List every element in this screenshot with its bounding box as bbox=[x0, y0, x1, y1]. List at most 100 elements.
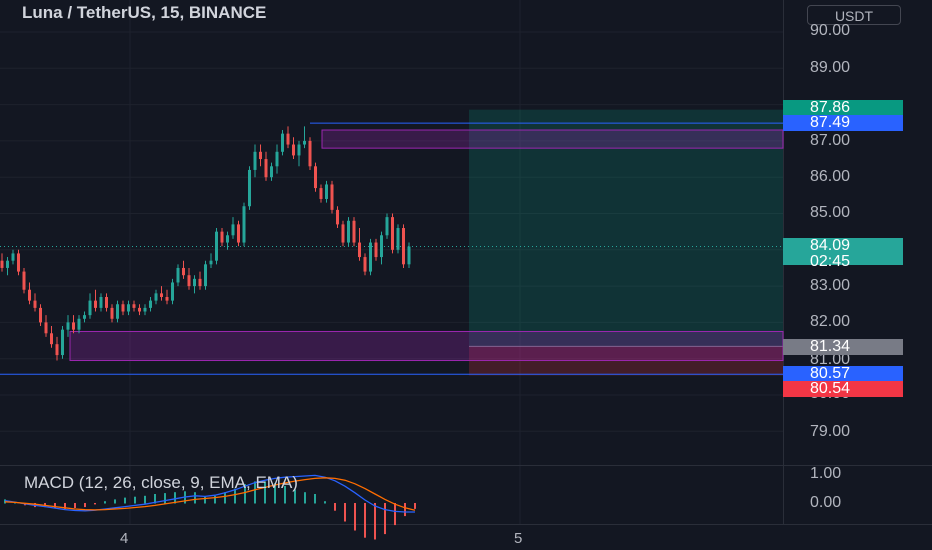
candle-body bbox=[143, 307, 147, 312]
zone-box bbox=[321, 129, 784, 149]
price-tick: 89.00 bbox=[810, 59, 851, 76]
candle-body bbox=[22, 271, 26, 290]
candle-body bbox=[325, 184, 328, 199]
symbol-title[interactable]: Luna / TetherUS, 15, BINANCE bbox=[22, 3, 267, 22]
candle-body bbox=[88, 300, 92, 316]
candle-body bbox=[275, 151, 279, 167]
candle-body bbox=[341, 224, 345, 243]
candle-body bbox=[396, 228, 400, 250]
price-tick: 86.00 bbox=[810, 168, 851, 185]
candle-body bbox=[72, 322, 75, 330]
candle-body bbox=[248, 169, 251, 207]
macd-tick: 1.00 bbox=[810, 465, 842, 482]
candle-body bbox=[374, 242, 378, 258]
take-profit-tag: 87.86 bbox=[783, 100, 903, 116]
candle-body bbox=[66, 322, 70, 330]
candle-body bbox=[204, 264, 207, 287]
current-price-value: 84.09 bbox=[810, 237, 851, 254]
candle-body bbox=[160, 293, 163, 297]
candle-body bbox=[154, 293, 158, 301]
candle-body bbox=[77, 318, 81, 330]
low-line-tag: 80.57 bbox=[783, 366, 903, 382]
candle-body bbox=[215, 231, 218, 261]
candle-body bbox=[94, 300, 97, 308]
candle-body bbox=[33, 300, 37, 308]
candle-body bbox=[330, 184, 334, 210]
candle-body bbox=[253, 151, 257, 170]
candle-body bbox=[61, 329, 64, 356]
candle-body bbox=[176, 267, 180, 283]
price-tick: 85.00 bbox=[810, 204, 851, 221]
bar-countdown: 02:45 bbox=[810, 253, 851, 270]
candle-body bbox=[259, 151, 262, 160]
candle-body bbox=[6, 260, 9, 268]
candle-body bbox=[264, 159, 268, 178]
candle-body bbox=[171, 282, 174, 301]
price-tick: 83.00 bbox=[810, 277, 851, 294]
candle-body bbox=[105, 296, 108, 308]
time-tick: 5 bbox=[514, 530, 523, 547]
candle-body bbox=[292, 144, 295, 156]
candle-body bbox=[198, 278, 202, 287]
candle-body bbox=[138, 307, 141, 312]
candle-body bbox=[116, 304, 119, 319]
entry-tag: 81.34 bbox=[783, 339, 903, 355]
candle-body bbox=[297, 144, 301, 156]
candle-body bbox=[110, 307, 114, 319]
candle-body bbox=[0, 260, 4, 268]
high-line-tag: 87.49 bbox=[783, 115, 903, 131]
price-tick: 81.00 bbox=[810, 351, 851, 368]
candle-body bbox=[380, 235, 383, 258]
candle-body bbox=[369, 242, 372, 272]
candle-body bbox=[336, 209, 339, 225]
candle-body bbox=[83, 315, 86, 319]
price-tick: 82.00 bbox=[810, 313, 851, 330]
candle-body bbox=[314, 166, 317, 189]
candle-body bbox=[286, 133, 290, 145]
macd-indicator-title[interactable]: MACD (12, 26, close, 9, EMA, EMA) bbox=[24, 473, 298, 492]
profit-zone bbox=[469, 109, 783, 347]
candle-body bbox=[220, 231, 224, 243]
macd-tick: 0.00 bbox=[810, 494, 842, 511]
candle-body bbox=[132, 304, 136, 308]
price-tick: 90.00 bbox=[810, 22, 851, 39]
candle-body bbox=[50, 333, 53, 345]
candle-body bbox=[209, 260, 213, 265]
candle-body bbox=[187, 275, 191, 287]
candle-body bbox=[127, 304, 130, 312]
currency-selector[interactable]: USDT bbox=[807, 5, 901, 25]
candle-body bbox=[308, 140, 312, 167]
candle-body bbox=[11, 253, 15, 261]
candle-body bbox=[99, 296, 103, 308]
candle-body bbox=[270, 166, 273, 178]
candle-body bbox=[17, 253, 20, 272]
candle-body bbox=[55, 344, 59, 356]
candle-body bbox=[347, 220, 350, 243]
candle-body bbox=[391, 217, 394, 250]
price-tick: 79.00 bbox=[810, 423, 851, 440]
candle-body bbox=[121, 304, 125, 312]
candle-body bbox=[352, 220, 356, 243]
candle-body bbox=[28, 289, 31, 301]
signal-line bbox=[4, 477, 416, 511]
zone-box bbox=[69, 330, 784, 362]
macd-line bbox=[4, 474, 415, 513]
candle-body bbox=[402, 228, 405, 265]
candle-body bbox=[303, 140, 306, 145]
candle-body bbox=[39, 307, 42, 323]
candle-body bbox=[319, 188, 323, 199]
candle-body bbox=[44, 322, 48, 334]
current-price-tag: 84.09 02:45 bbox=[783, 237, 903, 270]
candle-body bbox=[226, 235, 229, 243]
time-tick: 4 bbox=[120, 530, 129, 547]
candle-body bbox=[363, 257, 367, 272]
candle-body bbox=[149, 300, 152, 308]
candle-body bbox=[407, 246, 411, 265]
candle-body bbox=[237, 224, 240, 243]
candle-body bbox=[182, 267, 185, 276]
candle-body bbox=[385, 217, 389, 236]
stop-loss-tag: 80.54 bbox=[783, 381, 903, 397]
candle-body bbox=[165, 296, 169, 301]
price-tick: 87.00 bbox=[810, 132, 851, 149]
